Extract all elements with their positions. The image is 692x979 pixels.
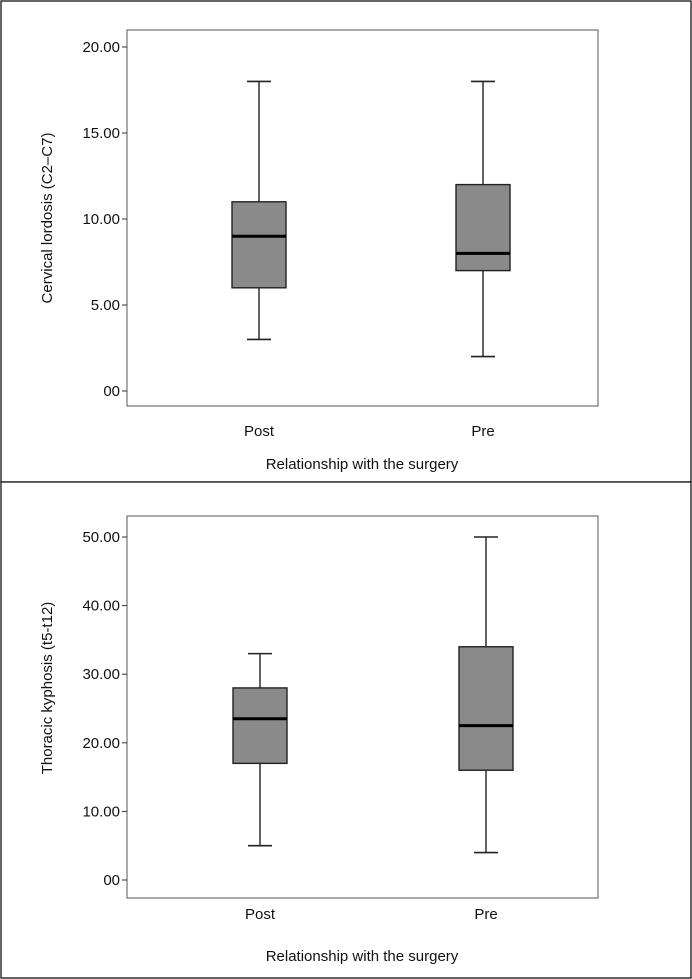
y-tick-label: 20.00 [82,39,120,56]
box-post [231,80,287,341]
y-axis-ticks: 00 5.00 10.00 15.00 20.00 [82,39,127,400]
x-axis-label: Relationship with the surgery [266,948,459,965]
plot-area [126,515,599,899]
chart-cervical-lordosis: 00 5.00 10.00 15.00 20.00 Post Pre Cervical l… [39,29,599,473]
iqr-box [458,646,514,771]
y-tick-label: 15.00 [82,125,120,142]
iqr-box [231,201,287,289]
plot-area [126,29,599,407]
y-tick-label: 20.00 [82,735,120,752]
y-tick-label: 10.00 [82,803,120,820]
y-tick-label: 40.00 [82,598,120,615]
y-axis-ticks: 00 10.00 20.00 30.00 40.00 50.00 [82,529,127,889]
box-post [232,652,288,847]
y-axis-label: Thoracic kyphosis (t5-t12) [39,602,56,775]
iqr-box [455,183,511,272]
y-tick-label: 10.00 [82,211,120,228]
chart-thoracic-kyphosis: 00 10.00 20.00 30.00 40.00 50.00 Post Pre Thor… [39,515,599,965]
y-tick-label: 5.00 [91,297,120,314]
x-tick-label: Pre [471,423,494,440]
y-tick-label: 30.00 [82,666,120,683]
x-axis-ticks: Post Pre [244,423,495,440]
y-tick-label: 00 [103,872,120,889]
y-tick-label: 50.00 [82,529,120,546]
box-pre [458,536,514,854]
x-tick-label: Post [244,423,275,440]
box-pre [455,80,511,358]
x-tick-label: Post [245,906,276,923]
box-series [232,536,514,854]
y-axis-label: Cervical lordosis (C2–C7) [39,133,56,304]
iqr-box [232,687,288,765]
x-axis-ticks: Post Pre [245,906,498,923]
box-series [231,80,511,358]
y-tick-label: 00 [103,383,120,400]
x-tick-label: Pre [474,906,497,923]
x-axis-label: Relationship with the surgery [266,456,459,473]
